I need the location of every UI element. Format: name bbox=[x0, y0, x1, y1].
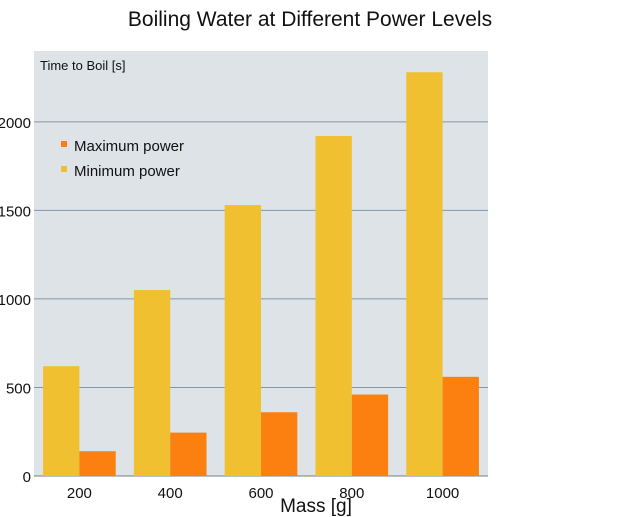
chart-title: Boiling Water at Different Power Levels bbox=[128, 8, 492, 31]
legend: Maximum power Minimum power bbox=[61, 138, 184, 180]
bar-maximum-power-800 bbox=[351, 394, 389, 476]
y-axis-label: Time to Boil [s] bbox=[40, 58, 125, 73]
bar-maximum-power-400 bbox=[170, 432, 207, 476]
bar-minimum-power-200 bbox=[43, 366, 80, 476]
legend-label: Minimum power bbox=[74, 163, 180, 180]
y-tick-label: 1500 bbox=[0, 203, 31, 220]
bar-maximum-power-600 bbox=[261, 412, 298, 476]
x-tick-label: 1000 bbox=[426, 485, 459, 502]
bar-minimum-power-600 bbox=[224, 205, 261, 476]
legend-swatch bbox=[61, 141, 67, 147]
legend-label: Maximum power bbox=[74, 138, 184, 155]
x-tick-label: 800 bbox=[339, 485, 364, 502]
y-tick-label: 0 bbox=[23, 469, 31, 486]
legend-swatch bbox=[61, 166, 67, 172]
bar-minimum-power-400 bbox=[133, 290, 171, 476]
bar-minimum-power-1000 bbox=[406, 72, 443, 476]
x-tick-label: 400 bbox=[158, 485, 183, 502]
x-tick-label: 600 bbox=[248, 485, 273, 502]
bar-minimum-power-800 bbox=[315, 136, 352, 476]
bar-maximum-power-1000 bbox=[442, 376, 479, 476]
y-tick-label: 2000 bbox=[0, 115, 31, 132]
x-tick-label: 200 bbox=[67, 485, 92, 502]
bar-maximum-power-200 bbox=[79, 451, 116, 476]
x-axis-label: Mass [g] bbox=[280, 496, 352, 517]
y-tick-label: 1000 bbox=[0, 292, 31, 309]
y-tick-label: 500 bbox=[6, 380, 31, 397]
